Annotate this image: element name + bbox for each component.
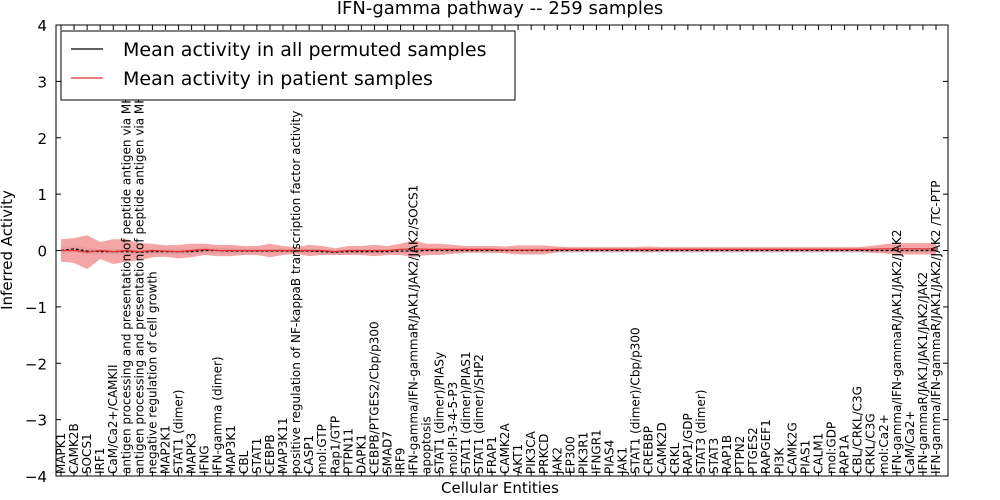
x-tick-label: CEBPB/PTGES2/Cbp/p300 xyxy=(367,321,381,474)
x-tick-label: SMAD7 xyxy=(380,431,394,474)
x-tick-label: PTGES2 xyxy=(746,427,760,474)
x-tick-label: RAP1/GDP xyxy=(681,413,695,474)
x-tick-label: STAT1 (dimer)/PIAS1 xyxy=(459,351,473,474)
x-tick-label: STAT3 (dimer) xyxy=(694,390,708,474)
x-tick-label: IFN-gamma (dimer) xyxy=(211,356,225,474)
x-tick-label: CRKL/C3G xyxy=(864,413,878,474)
x-tick-label: CAMK2A xyxy=(498,423,512,474)
x-tick-label: PIAS4 xyxy=(603,440,617,474)
x-tick-label: IFN-gamma/IFN-gammaR/JAK1/JAK2/JAK2 xyxy=(890,229,904,474)
y-tick-label: −3 xyxy=(25,412,47,430)
x-tick-label: Rap1/GTP xyxy=(328,416,342,474)
chart-title: IFN-gamma pathway -- 259 samples xyxy=(337,0,664,19)
y-tick-label: 4 xyxy=(37,17,47,35)
plot-frame xyxy=(55,24,949,477)
y-axis-label: Inferred Activity xyxy=(0,190,16,310)
x-axis-ticks: MAPK1 CAMK2B SOCS1 IRF1 CaM/Ca2+/CAMKII antig… xyxy=(54,25,943,476)
x-tick-label: MAPK3 xyxy=(185,433,199,474)
x-tick-label: RAP1A xyxy=(838,434,852,474)
error-bands xyxy=(61,235,936,270)
x-tick-label: mol:PI-3-4-5-P3 xyxy=(446,382,460,474)
x-tick-label: CEBPB xyxy=(263,434,277,474)
x-tick-label: CREBBP xyxy=(642,426,656,474)
x-tick-label: CAMK2D xyxy=(655,422,669,474)
y-tick-label: 3 xyxy=(37,73,47,91)
x-tick-label: MAP2K1 xyxy=(158,425,172,474)
x-tick-label: CRKL xyxy=(668,442,682,474)
x-tick-label: PIK3CA xyxy=(524,430,538,474)
x-tick-label: PIK3R1 xyxy=(576,432,590,474)
x-tick-label: mol:GDP xyxy=(825,422,839,474)
x-tick-label: STAT3 xyxy=(707,438,721,474)
x-tick-label: IFNG xyxy=(198,445,212,474)
x-tick-label: RAPGEF1 xyxy=(759,419,773,474)
x-tick-label: CBL/CRKL/C3G xyxy=(851,386,865,474)
legend-label-patient: Mean activity in patient samples xyxy=(123,68,433,90)
x-tick-label: STAT1 (dimer)/SHP2 xyxy=(472,354,486,474)
x-tick-label: STAT1 (dimer)/PIASy xyxy=(433,352,447,474)
y-axis-ticks: −4 −3 −2 −1 0 1 2 3 4 xyxy=(25,17,948,486)
x-tick-label: CBL xyxy=(237,450,251,474)
x-tick-label: JAK1 xyxy=(616,447,630,475)
x-tick-label: MAP3K11 xyxy=(276,417,290,474)
x-tick-label: IRF9 xyxy=(394,448,408,474)
y-tick-label: −1 xyxy=(25,299,47,317)
x-tick-label: PIAS1 xyxy=(798,440,812,474)
x-tick-label: CaM/Ca2+/CAMKII xyxy=(106,365,120,474)
x-tick-label: FRAP1 xyxy=(485,436,499,474)
x-tick-label: CAMK2G xyxy=(785,422,799,474)
series-line-0 xyxy=(60,248,936,253)
x-tick-label: IFNGR1 xyxy=(589,429,603,474)
x-tick-label: RAP1B xyxy=(720,435,734,474)
y-tick-label: −4 xyxy=(25,468,47,486)
x-tick-label: IFN-gamma/IFN-gammaR/JAK1/JAK2/JAK2/SOCS… xyxy=(407,185,421,474)
series-band-1 xyxy=(61,235,936,270)
x-axis-label: Cellular Entities xyxy=(441,479,559,497)
y-tick-label: −2 xyxy=(25,355,47,373)
x-tick-label: EP300 xyxy=(563,436,577,474)
x-tick-label: JAK2 xyxy=(550,447,564,475)
legend-box xyxy=(60,30,516,101)
x-tick-label: IFN-gammaR/JAK1/JAK1/JAK2/JAK2 xyxy=(916,272,930,474)
x-tick-label: CASP1 xyxy=(302,435,316,474)
x-tick-label: MAPK1 xyxy=(54,433,68,474)
x-tick-label: PRKCD xyxy=(537,434,551,474)
x-tick-label: PTPN2 xyxy=(733,436,747,474)
x-tick-label: CALM1 xyxy=(811,433,825,474)
x-tick-label: CAMK2B xyxy=(67,423,81,474)
legend: Mean activity in all permuted samples Me… xyxy=(60,30,516,101)
y-tick-label: 1 xyxy=(37,186,47,204)
series-line-1 xyxy=(61,248,936,253)
x-tick-label: STAT1 (dimer)/Cbp/p300 xyxy=(629,327,643,474)
x-tick-label: mol:GTP xyxy=(315,424,329,474)
x-tick-label: AKT1 xyxy=(511,444,525,474)
x-tick-label: antigen processing and presentation of p… xyxy=(132,42,146,474)
x-tick-label: IRF1 xyxy=(93,448,107,474)
x-tick-label: SOCS1 xyxy=(80,433,94,474)
series-lines xyxy=(60,248,936,253)
x-tick-label: CaM/Ca2+ xyxy=(903,410,917,474)
x-tick-label: positive regulation of NF-kappaB transcr… xyxy=(289,111,303,474)
y-tick-label: 0 xyxy=(37,243,47,261)
x-tick-label: IFN-gamma/IFN-gammaR/JAK1/JAK2/JAK2 /TC-… xyxy=(929,180,943,474)
x-tick-label: antigen processing and presentation of p… xyxy=(119,45,133,474)
x-tick-label: negative regulation of cell growth xyxy=(145,271,159,474)
x-tick-label: STAT1 (dimer) xyxy=(172,390,186,474)
x-tick-label: MAP3K1 xyxy=(224,425,238,474)
x-tick-label: apoptosis xyxy=(420,416,434,474)
legend-label-permuted: Mean activity in all permuted samples xyxy=(123,39,486,61)
x-tick-label: STAT1 xyxy=(250,438,264,474)
x-tick-label: mol:Ca2+ xyxy=(877,414,891,474)
x-tick-label: PI3K xyxy=(772,447,786,474)
x-tick-label: DAPK1 xyxy=(354,434,368,474)
x-tick-label: PTPN11 xyxy=(341,428,355,474)
y-tick-label: 2 xyxy=(37,130,47,148)
